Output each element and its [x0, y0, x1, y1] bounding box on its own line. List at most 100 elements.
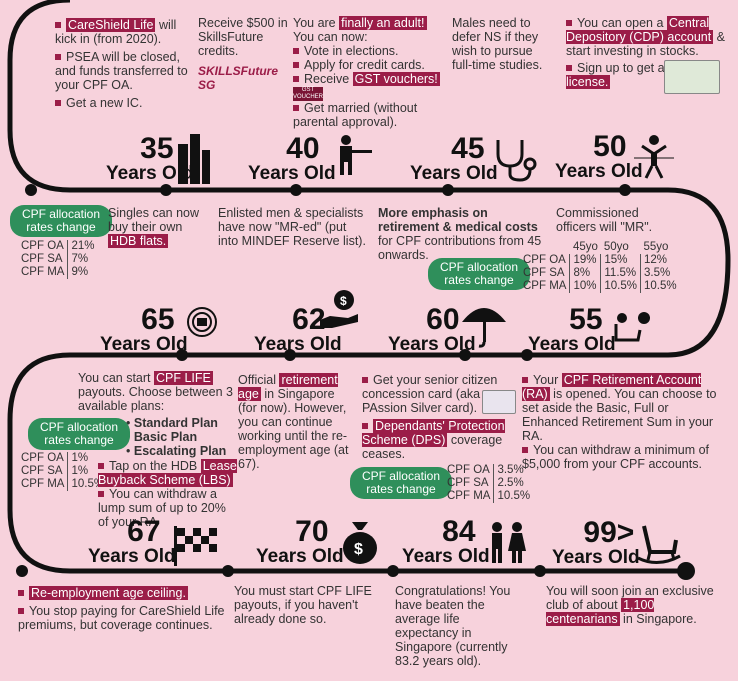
rates-header-cell: 45yo [572, 241, 598, 253]
milestone-text-singles: Singles can now buy their own HDB flats. [108, 206, 200, 248]
rates-value: 15% [600, 254, 641, 267]
milestone-text-emphasis: More emphasis on retirement & medical co… [378, 206, 542, 262]
age-marker-67: 67 Years Old [88, 515, 176, 567]
milestone-text-ra: Your CPF Retirement Account (RA) is open… [522, 373, 727, 471]
cpf-allocation-badge: CPF allocation rates change [350, 467, 452, 499]
milestone-text-ns: Males need to defer NS if they wish to p… [452, 16, 543, 72]
stethoscope-icon [496, 140, 537, 182]
retiree-icon [614, 312, 650, 342]
milestone-text-centenarians: You will soon join an exclusive club of … [546, 584, 714, 626]
list-item: Receive GST vouchers! GST VOUCHER [293, 72, 448, 101]
rates-row: CPF MA 10% 10.5% 10.5% [520, 280, 680, 293]
rates-value: 3.5% [639, 267, 680, 280]
rates-value: 2.5% [493, 477, 534, 490]
rates-row: CPF OA 19% 15% 12% [520, 254, 680, 267]
cpf-allocation-badge: CPF allocation rates change [10, 205, 112, 237]
rates-account-label: CPF MA [21, 478, 65, 490]
age-marker-70: 70 Years Old [256, 515, 344, 567]
milestone-text-commissioned: Commissioned officers will "MR". [556, 206, 653, 234]
rates-account-label: CPF SA [21, 465, 63, 477]
passion-card-icon [482, 390, 516, 414]
rates-row: CPF SA 7% [18, 253, 98, 266]
plan-item: • Standard Plan [126, 416, 218, 430]
finish-line-icon [634, 135, 674, 179]
age-marker-99-plus: 99> Years Old [552, 516, 640, 568]
rates-header-row: 45yo 50yo 55yo [520, 241, 680, 254]
milestone-text-reemployment: Re-employment age ceiling. You stop payi… [18, 586, 228, 632]
checkered-flag-icon [174, 526, 217, 566]
rates-account-label: CPF MA [447, 490, 491, 502]
cpf-rates-table-45-55: 45yo 50yo 55yo CPF OA 19% 15% 12% CPF SA 8% 11.5%… [520, 241, 680, 293]
cpf-allocation-badge: CPF allocation rates change [428, 258, 530, 290]
rates-account-label: CPF SA [523, 267, 565, 279]
rates-row: CPF MA 9% [18, 266, 98, 279]
milestone-text-skillsfuture: Receive $500 in SkillsFuture credits. SK… [198, 16, 290, 92]
rates-value: 10.5% [600, 280, 641, 293]
cpf-life-plans: • Standard Plan • Basic Plan • Escalatin… [126, 416, 226, 458]
plan-item: • Escalating Plan [126, 444, 227, 458]
rates-account-label: CPF OA [447, 464, 490, 476]
money-hand-icon: $ [320, 290, 358, 328]
age-marker-35: 35 Years Old [106, 132, 194, 184]
rates-account-label: CPF OA [523, 254, 566, 266]
rates-account-label: CPF OA [21, 452, 64, 464]
rates-value: 11.5% [600, 267, 641, 280]
rates-account-label: CPF MA [21, 266, 65, 278]
rates-value: 10.5% [493, 490, 534, 503]
list-item: Get married (without parental approval). [293, 101, 448, 129]
age-marker-62: 62 Years Old [254, 303, 342, 355]
age-marker-50: 50 Years Old [555, 130, 643, 182]
milestone-text-enlisted: Enlisted men & specialists have now "MR-… [218, 206, 366, 248]
age-marker-60: 60 Years Old [388, 303, 476, 355]
rates-value: 19% [569, 254, 601, 267]
rates-value: 7% [67, 253, 98, 266]
list-item: Get a new IC. [55, 96, 190, 110]
rates-row: CPF SA 2.5% [444, 477, 534, 490]
list-item: PSEA will be closed, and funds transferr… [55, 50, 190, 92]
rates-value: 9% [67, 266, 98, 279]
rates-row: CPF OA 3.5% [444, 464, 534, 477]
list-item: Apply for credit cards. [293, 58, 448, 72]
milestone-text-cpf-life: You can start CPF LIFE payouts. Choose b… [78, 371, 233, 413]
skillsfuture-logo: SKILLSFuture SG [198, 64, 278, 92]
rates-row: CPF SA 8% 11.5% 3.5% [520, 267, 680, 280]
list-item: You can open a Central Depository (CDP) … [566, 16, 726, 58]
gst-voucher-icon: GST VOUCHER [293, 86, 324, 101]
milestone-text-careshield: CareShield Life will kick in (from 2020)… [55, 18, 190, 110]
cpf-rates-table-35: CPF OA 21% CPF SA 7% CPF MA 9% [18, 240, 98, 279]
plan-item: • Basic Plan [126, 430, 198, 444]
rates-header-cell: 55yo [643, 241, 669, 253]
milestone-text-retirement-age: Official retirement age in Singapore (fo… [238, 373, 349, 471]
rates-row: CPF OA 21% [18, 240, 98, 253]
rates-header-cell [520, 241, 570, 254]
rates-account-label: CPF OA [21, 240, 64, 252]
driving-license-icon [664, 60, 720, 94]
rates-account-label: CPF SA [447, 477, 489, 489]
rates-account-label: CPF MA [523, 280, 567, 292]
building-icon [178, 134, 210, 184]
age-marker-40: 40 Years Old [248, 132, 336, 184]
rocking-chair-icon [637, 525, 681, 564]
milestone-text-senior: Get your senior citizen concession card … [362, 373, 512, 461]
age-marker-55: 55 Years Old [528, 303, 616, 355]
rates-header-cell: 50yo [603, 241, 629, 253]
milestone-text-adult: You are finally an adult! You can now: V… [293, 16, 448, 129]
cpf-rates-table-65: CPF OA 1% CPF SA 1% CPF MA 10.5% [18, 452, 108, 491]
list-item: Vote in elections. [293, 44, 448, 58]
age-marker-65: 65 Years Old [100, 303, 188, 355]
svg-text:$: $ [354, 541, 363, 558]
rates-value: 21% [67, 240, 98, 253]
milestone-text-congrats: Congratulations! You have beaten the ave… [395, 584, 511, 668]
rates-row: CPF OA 1% [18, 452, 108, 465]
cpf-allocation-badge: CPF allocation rates change [28, 418, 130, 450]
rates-row: CPF MA 10.5% [444, 490, 534, 503]
rates-row: CPF MA 10.5% [18, 478, 108, 491]
elderly-couple-icon [492, 522, 526, 563]
umbrella-icon [462, 308, 506, 348]
money-bag-icon: $ [343, 522, 377, 564]
rates-value: 10.5% [639, 280, 680, 293]
rates-value: 10% [569, 280, 601, 293]
rates-row: CPF SA 1% [18, 465, 108, 478]
age-marker-45: 45 Years Old [410, 132, 498, 184]
